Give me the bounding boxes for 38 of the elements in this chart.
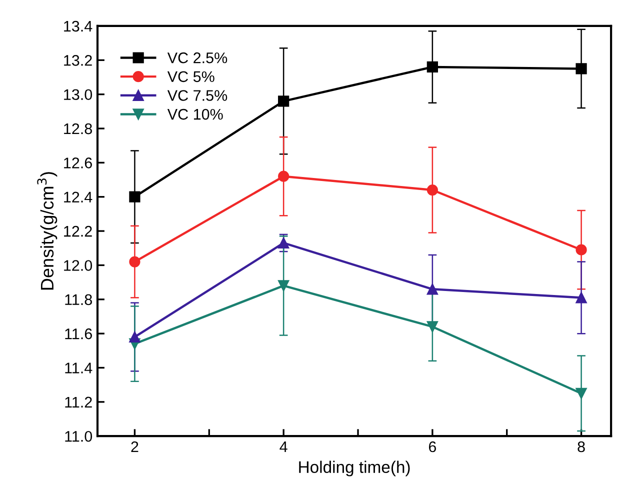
legend-label: VC 7.5% <box>167 90 228 101</box>
y-tick-label: 13.2 <box>64 55 92 66</box>
point <box>576 244 587 256</box>
legend-label: VC 2.5% <box>167 52 228 64</box>
point <box>576 388 587 399</box>
y-tick-label: 12.2 <box>64 226 92 237</box>
legend-label: VC 10% <box>167 108 223 120</box>
y-tick-label: 11.8 <box>65 294 92 306</box>
y-tick-label: 12.0 <box>64 260 92 271</box>
point <box>426 321 438 332</box>
y-tick-label: 12.4 <box>64 192 92 202</box>
point <box>278 96 290 107</box>
point <box>426 61 438 73</box>
point <box>576 63 587 74</box>
y-tick-label: 13.0 <box>64 89 92 100</box>
point <box>129 256 140 268</box>
point <box>426 284 438 295</box>
y-tick-label: 11.6 <box>65 328 92 340</box>
point <box>278 237 290 249</box>
point <box>129 331 140 343</box>
point <box>278 280 290 292</box>
y-tick-label: 11.0 <box>65 430 92 442</box>
y-tick-label: 11.2 <box>65 396 92 408</box>
y-tick-label: 12.6 <box>64 158 92 168</box>
x-tick-label: 6 <box>428 441 436 452</box>
point <box>278 170 290 182</box>
x-axis-title: Holding time(h) <box>299 460 410 476</box>
legend-label: VC 5% <box>167 71 214 82</box>
point <box>426 184 438 196</box>
x-tick-label: 4 <box>280 442 288 452</box>
y-axis-title: Density(g/cm$^{3}$) <box>37 172 58 290</box>
y-tick-label: 11.4 <box>65 362 92 374</box>
y-tick-label: 13.4 <box>64 20 92 32</box>
point <box>576 292 587 304</box>
point <box>129 191 140 202</box>
x-tick-label: 8 <box>578 441 585 452</box>
y-tick-label: 12.8 <box>64 123 92 134</box>
x-tick-label: 2 <box>131 441 138 452</box>
